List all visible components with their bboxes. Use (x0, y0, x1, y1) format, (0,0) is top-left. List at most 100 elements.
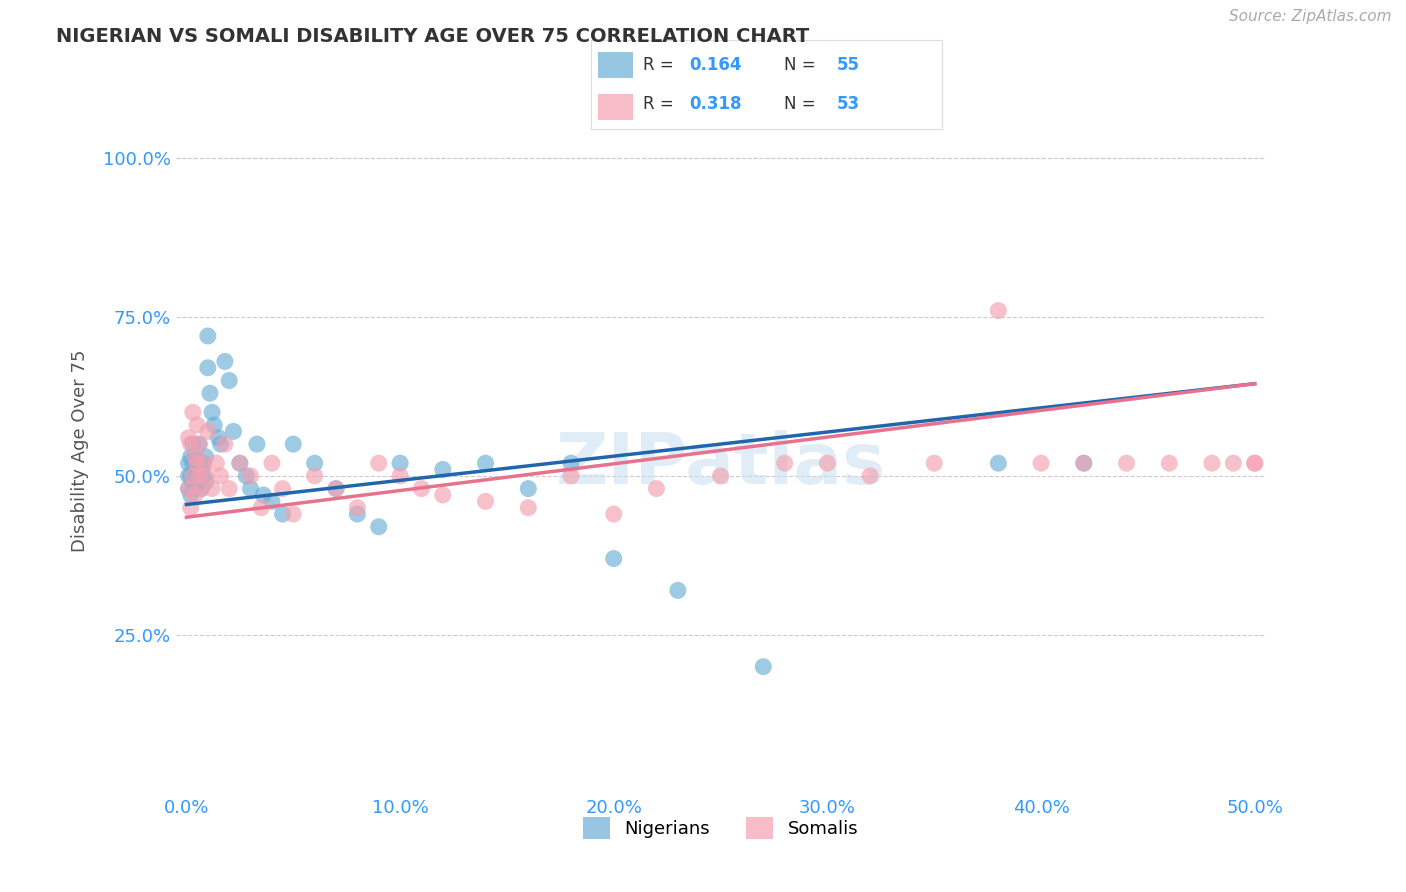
Point (181, 405, 204, 419)
Point (752, 659, 775, 673)
Point (214, 437, 236, 451)
Point (180, 437, 202, 451)
Point (560, 456, 582, 470)
Point (218, 374, 240, 388)
Point (603, 507, 626, 521)
Point (188, 469, 211, 483)
Point (193, 469, 215, 483)
Point (325, 482, 347, 496)
Text: R =: R = (644, 95, 679, 113)
Point (1243, 456, 1265, 470)
Point (188, 437, 211, 451)
Point (181, 456, 204, 470)
Point (214, 354, 236, 368)
Point (181, 469, 204, 483)
Point (283, 507, 305, 521)
Point (186, 462, 208, 476)
Text: 0.164: 0.164 (689, 56, 741, 74)
Point (474, 494, 496, 508)
Text: Source: ZipAtlas.com: Source: ZipAtlas.com (1229, 9, 1392, 24)
Point (177, 469, 200, 483)
Point (1159, 456, 1181, 470)
Point (184, 469, 207, 483)
Point (987, 456, 1010, 470)
Point (250, 500, 273, 515)
Point (1073, 456, 1095, 470)
Point (246, 437, 269, 451)
Point (239, 469, 262, 483)
Point (181, 475, 204, 490)
Point (184, 488, 207, 502)
Point (194, 469, 217, 483)
Point (180, 469, 202, 483)
Point (325, 482, 347, 496)
Point (177, 482, 200, 496)
Point (1201, 456, 1223, 470)
Point (197, 360, 219, 375)
Point (859, 469, 882, 483)
Point (346, 507, 368, 521)
Point (198, 386, 221, 401)
Point (235, 469, 257, 483)
Point (271, 482, 294, 496)
Point (201, 405, 224, 419)
Point (1243, 456, 1265, 470)
Point (205, 456, 228, 470)
Point (180, 500, 202, 515)
Point (304, 456, 326, 470)
Point (194, 450, 217, 464)
Point (666, 583, 689, 598)
Point (207, 431, 229, 445)
Point (209, 437, 232, 451)
Point (773, 456, 796, 470)
Point (922, 456, 945, 470)
Point (239, 482, 262, 496)
Point (181, 437, 204, 451)
Point (188, 437, 211, 451)
Point (190, 462, 212, 476)
Point (710, 469, 733, 483)
Point (197, 329, 219, 343)
Point (645, 482, 668, 496)
Point (186, 456, 208, 470)
Point (197, 425, 219, 439)
Point (560, 469, 582, 483)
Point (260, 456, 283, 470)
Point (389, 469, 412, 483)
Point (346, 500, 368, 515)
Point (304, 469, 326, 483)
Point (180, 488, 202, 502)
Point (184, 450, 207, 464)
Point (190, 482, 212, 496)
Point (367, 456, 389, 470)
Point (186, 417, 208, 432)
Point (184, 450, 207, 464)
Text: 0.318: 0.318 (689, 95, 741, 113)
Point (194, 475, 217, 490)
Point (186, 456, 208, 470)
Text: N =: N = (785, 95, 821, 113)
Point (517, 500, 540, 515)
Point (815, 456, 838, 470)
Point (190, 482, 212, 496)
Point (222, 425, 245, 439)
Text: 53: 53 (837, 95, 859, 113)
Point (177, 482, 200, 496)
Point (1073, 456, 1095, 470)
Y-axis label: Disability Age Over 75: Disability Age Over 75 (70, 349, 89, 552)
Point (209, 469, 232, 483)
Point (177, 431, 200, 445)
Point (188, 469, 211, 483)
Point (229, 456, 252, 470)
Point (218, 482, 240, 496)
Point (180, 450, 202, 464)
Point (432, 462, 454, 476)
Point (177, 456, 200, 470)
Point (603, 551, 626, 566)
Point (229, 456, 252, 470)
Text: 55: 55 (837, 56, 859, 74)
Text: R =: R = (644, 56, 679, 74)
Point (186, 475, 208, 490)
Point (193, 456, 215, 470)
Point (260, 494, 283, 508)
